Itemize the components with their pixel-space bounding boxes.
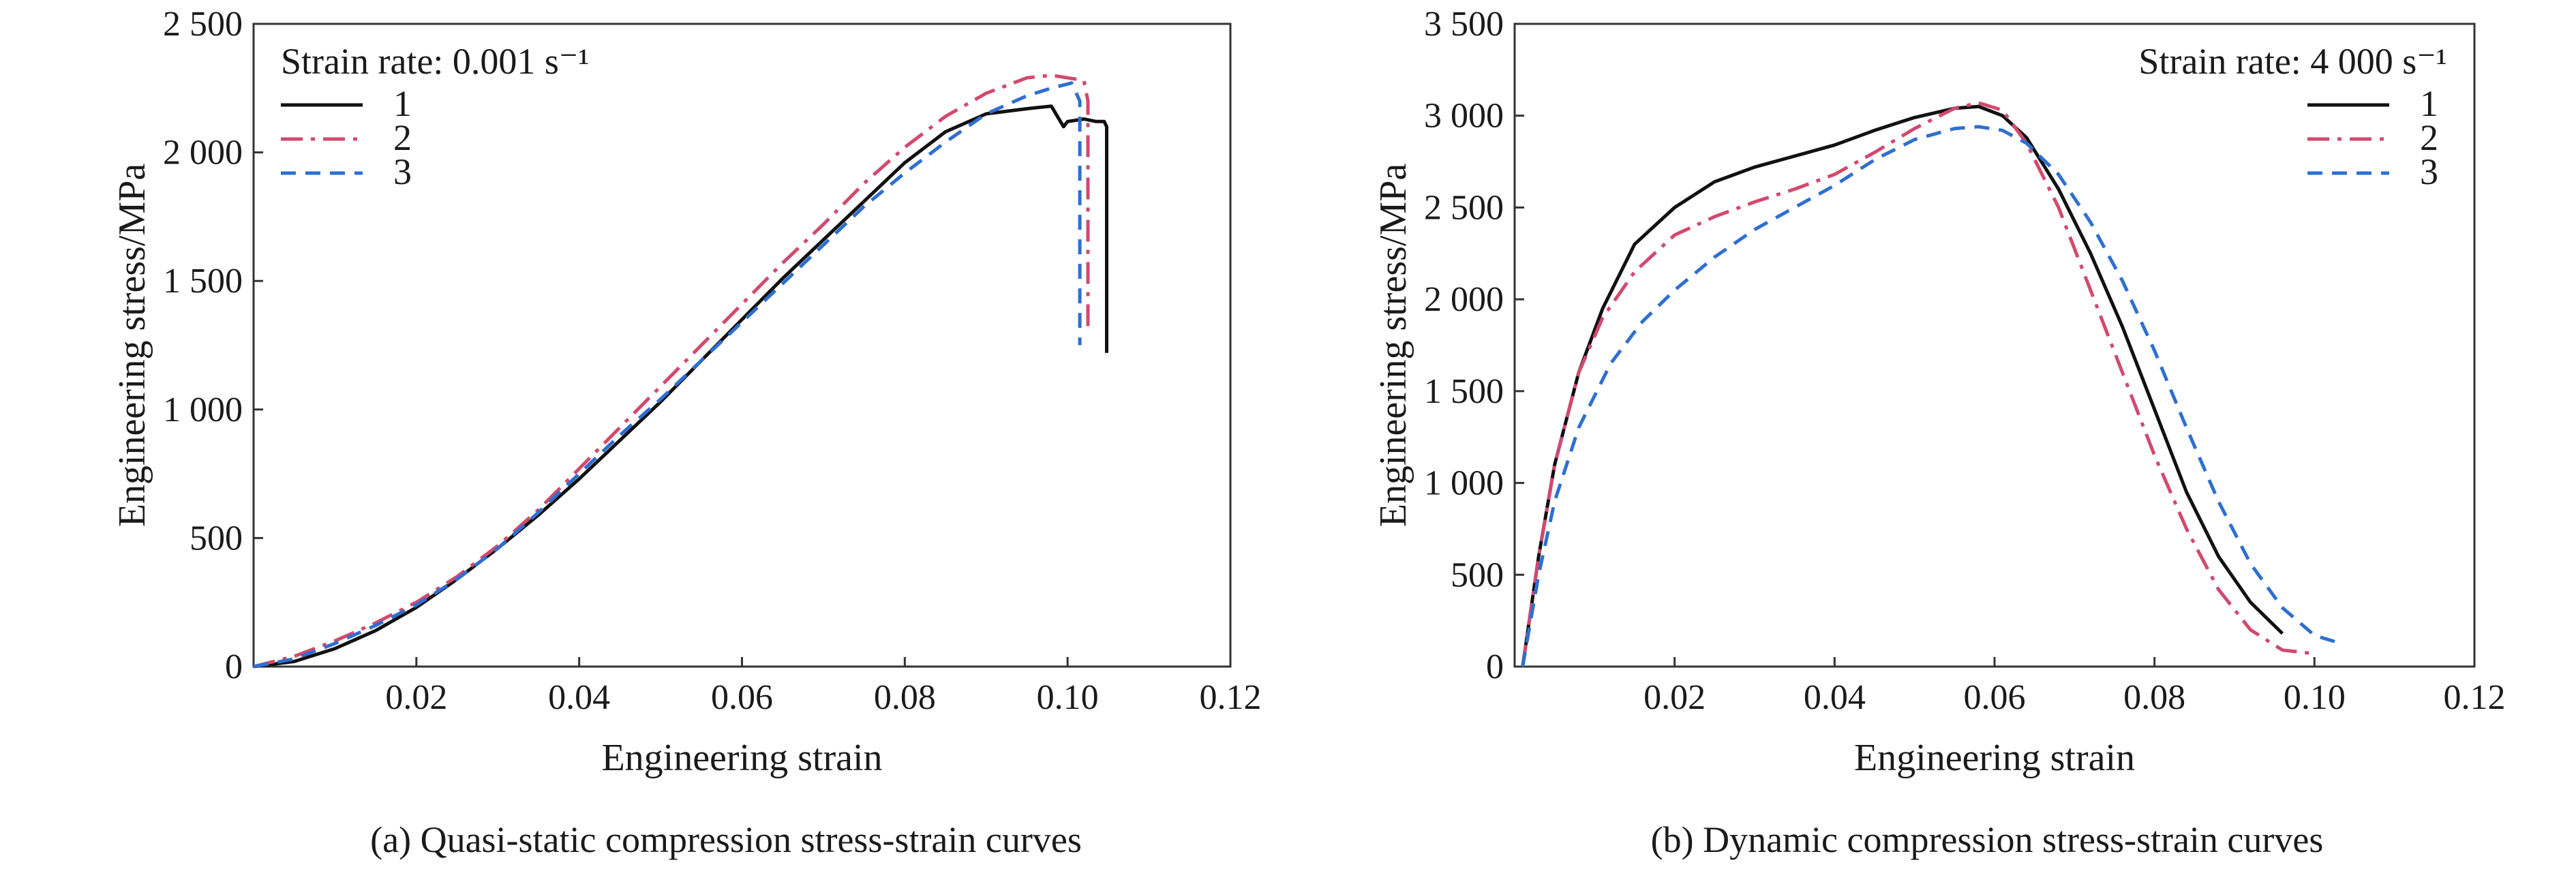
y-tick-label: 2 500 xyxy=(163,5,243,44)
x-tick-label: 0.04 xyxy=(548,678,610,717)
x-tick-label: 0.04 xyxy=(1804,678,1866,717)
plot-frame xyxy=(1513,22,2476,668)
legend-label-1: 1 xyxy=(2420,83,2438,124)
y-tick-label: 500 xyxy=(190,519,243,558)
chart-quasi-static: (a) Quasi-static compression stress-stra… xyxy=(111,5,1262,860)
y-tick-label: 2 500 xyxy=(1424,188,1504,227)
series-line-2 xyxy=(1521,101,2315,667)
x-tick-label: 0.10 xyxy=(2284,678,2346,717)
legend-label-3: 3 xyxy=(2420,151,2438,192)
y-tick-label: 1 000 xyxy=(163,391,243,429)
legend-label-1: 1 xyxy=(393,83,412,124)
chart-caption: (b) Dynamic compression stress-strain cu… xyxy=(1651,819,2324,860)
x-tick-label: 0.02 xyxy=(385,678,447,717)
x-tick-label: 0.06 xyxy=(711,678,773,717)
y-tick-label: 500 xyxy=(1451,555,1504,594)
y-tick-label: 3 500 xyxy=(1424,5,1504,44)
series-line-2 xyxy=(253,73,1090,669)
x-tick-label: 0.08 xyxy=(874,678,936,717)
y-axis-label: Engineering stress/MPa xyxy=(1372,164,1414,528)
y-tick-label: 1 500 xyxy=(1424,372,1504,411)
x-tick-label: 0.06 xyxy=(1964,678,2026,717)
y-tick-label: 3 000 xyxy=(1424,97,1504,136)
series-line-1 xyxy=(1521,104,2284,667)
series-line-1 xyxy=(253,104,1108,669)
y-tick-label: 0 xyxy=(225,647,243,686)
legend-label-3: 3 xyxy=(393,151,412,192)
x-axis-label: Engineering strain xyxy=(601,737,882,779)
y-tick-label: 0 xyxy=(1486,647,1504,686)
series-line-3 xyxy=(1521,125,2339,667)
series-line-3 xyxy=(253,81,1082,669)
chart-dynamic: (b) Dynamic compression stress-strain cu… xyxy=(1372,5,2506,860)
x-tick-label: 0.10 xyxy=(1037,678,1099,717)
x-tick-label: 0.12 xyxy=(2444,678,2506,717)
y-tick-label: 1 500 xyxy=(163,262,243,301)
legend-label-2: 2 xyxy=(393,117,412,158)
legend-title: Strain rate: 0.001 s⁻¹ xyxy=(281,41,590,82)
y-axis-label: Engineering stress/MPa xyxy=(111,164,153,528)
y-tick-label: 2 000 xyxy=(163,134,243,172)
legend-title: Strain rate: 4 000 s⁻¹ xyxy=(2138,41,2447,82)
y-tick-label: 2 000 xyxy=(1424,280,1504,319)
chart-caption: (a) Quasi-static compression stress-stra… xyxy=(370,819,1082,860)
x-axis-label: Engineering strain xyxy=(1854,737,2135,779)
y-tick-label: 1 000 xyxy=(1424,464,1504,503)
x-tick-label: 0.08 xyxy=(2123,678,2185,717)
legend-label-2: 2 xyxy=(2420,117,2438,158)
x-tick-label: 0.02 xyxy=(1643,678,1706,717)
x-tick-label: 0.12 xyxy=(1200,678,1262,717)
